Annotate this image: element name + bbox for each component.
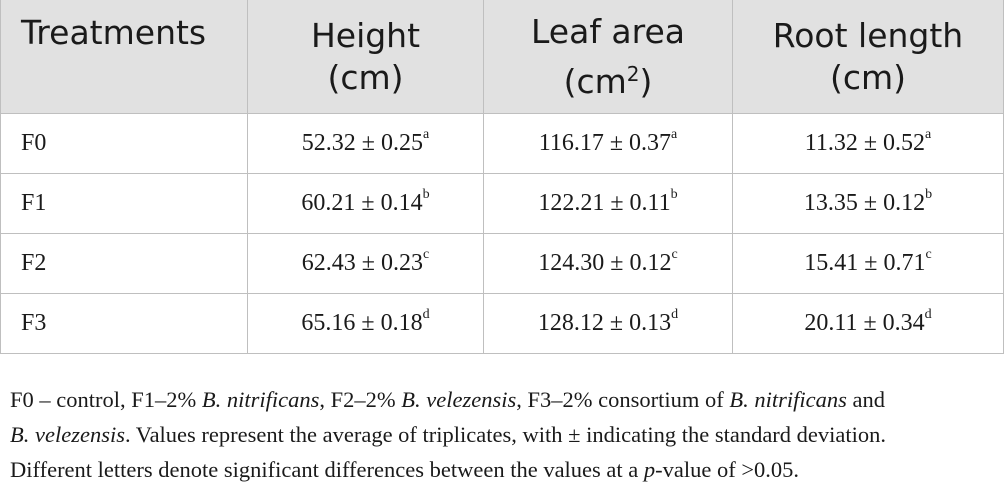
cell-treatment: F2 — [0, 233, 248, 294]
significance-letter: b — [670, 187, 678, 202]
unit-exponent: 2 — [626, 61, 640, 86]
species-name: B. velezensis — [10, 422, 125, 447]
cell-value: 20.11 ± 0.34 — [804, 310, 925, 336]
cell-height: 60.21 ± 0.14b — [247, 173, 484, 234]
table-footnote: F0 – control, F1–2% B. nitrificans, F2–2… — [10, 382, 1000, 487]
cell-root-length: 20.11 ± 0.34d — [732, 293, 1004, 354]
cell-value: 62.43 ± 0.23 — [301, 250, 423, 276]
significance-letter: d — [671, 307, 679, 322]
table-header: Treatments Height (cm) Leaf area (cm2) R… — [0, 0, 1004, 114]
cell-height: 52.32 ± 0.25a — [247, 113, 484, 174]
cell-value: 116.17 ± 0.37 — [538, 130, 672, 156]
cell-value: 124.30 ± 0.12 — [538, 250, 672, 276]
cell-value: 60.21 ± 0.14 — [301, 190, 423, 216]
header-root-length-label: Root length — [772, 15, 964, 55]
footnote-text: . Values represent the average of tripli… — [124, 422, 887, 447]
significance-letter: a — [671, 127, 678, 142]
species-name: B. velezensis — [401, 387, 517, 412]
header-treatments: Treatments — [0, 0, 248, 114]
cell-value: 128.12 ± 0.13 — [537, 310, 672, 336]
table-row: F3 65.16 ± 0.18d 128.12 ± 0.13d 20.11 ± … — [0, 293, 1004, 354]
cell-treatment: F0 — [0, 113, 248, 174]
cell-leaf-area: 116.17 ± 0.37a — [483, 113, 733, 174]
significance-letter: a — [925, 127, 932, 142]
footnote-text: -value of >0.05. — [655, 457, 800, 482]
significance-letter: d — [422, 307, 430, 322]
significance-letter: a — [422, 127, 430, 142]
header-root-length: Root length (cm) — [732, 0, 1004, 114]
unit-base: (cm — [563, 61, 627, 101]
cell-value: 13.35 ± 0.12 — [803, 190, 926, 216]
header-leaf-area: Leaf area (cm2) — [483, 0, 733, 114]
header-treatments-label: Treatments — [21, 13, 207, 52]
header-height: Height (cm) — [247, 0, 484, 114]
cell-value: 15.41 ± 0.71 — [804, 250, 926, 276]
cell-height: 62.43 ± 0.23c — [247, 233, 484, 294]
significance-letter: d — [924, 307, 932, 322]
header-height-unit: (cm) — [327, 57, 404, 97]
cell-value: 11.32 ± 0.52 — [804, 130, 926, 156]
cell-root-length: 11.32 ± 0.52a — [732, 113, 1004, 174]
cell-height: 65.16 ± 0.18d — [247, 293, 484, 354]
header-leaf-area-unit: (cm2) — [492, 53, 724, 103]
species-name: B. nitrificans — [729, 387, 847, 412]
cell-treatment: F1 — [0, 173, 248, 234]
footnote-line-1: F0 – control, F1–2% B. nitrificans, F2–2… — [10, 382, 1000, 417]
cell-treatment: F3 — [0, 293, 248, 354]
cell-leaf-area: 128.12 ± 0.13d — [483, 293, 733, 354]
footnote-text: , F2–2% — [319, 387, 402, 412]
cell-root-length: 15.41 ± 0.71c — [732, 233, 1004, 294]
header-row: Treatments Height (cm) Leaf area (cm2) R… — [0, 0, 1004, 114]
significance-letter: c — [925, 247, 932, 262]
header-height-label: Height — [310, 15, 421, 55]
footnote-text: Different letters denote significant dif… — [10, 457, 644, 482]
table-row: F2 62.43 ± 0.23c 124.30 ± 0.12c 15.41 ± … — [0, 233, 1004, 294]
results-table-container: Treatments Height (cm) Leaf area (cm2) R… — [0, 0, 1004, 354]
footnote-text: and — [846, 387, 886, 412]
footnote-line-3: Different letters denote significant dif… — [10, 452, 1000, 487]
significance-letter: c — [422, 247, 430, 262]
cell-root-length: 13.35 ± 0.12b — [732, 173, 1004, 234]
table-body: F0 52.32 ± 0.25a 116.17 ± 0.37a 11.32 ± … — [0, 113, 1004, 354]
significance-letter: b — [422, 187, 430, 202]
footnote-line-2: B. velezensis. Values represent the aver… — [10, 417, 1000, 452]
significance-letter: c — [671, 247, 678, 262]
cell-leaf-area: 124.30 ± 0.12c — [483, 233, 733, 294]
cell-value: 122.21 ± 0.11 — [538, 190, 671, 216]
cell-value: 65.16 ± 0.18 — [301, 310, 423, 336]
unit-close: ) — [639, 61, 653, 101]
species-name: B. nitrificans — [201, 387, 320, 412]
p-symbol: p — [643, 457, 656, 482]
table-row: F0 52.32 ± 0.25a 116.17 ± 0.37a 11.32 ± … — [0, 113, 1004, 174]
significance-letter: b — [925, 187, 933, 202]
results-table: Treatments Height (cm) Leaf area (cm2) R… — [0, 0, 1004, 354]
footnote-text: F0 – control, F1–2% — [10, 387, 202, 412]
header-leaf-area-label: Leaf area — [530, 11, 686, 51]
cell-leaf-area: 122.21 ± 0.11b — [483, 173, 733, 234]
cell-value: 52.32 ± 0.25 — [301, 130, 423, 156]
table-row: F1 60.21 ± 0.14b 122.21 ± 0.11b 13.35 ± … — [0, 173, 1004, 234]
header-root-length-unit: (cm) — [829, 57, 907, 97]
footnote-text: , F3–2% consortium of — [516, 387, 730, 412]
